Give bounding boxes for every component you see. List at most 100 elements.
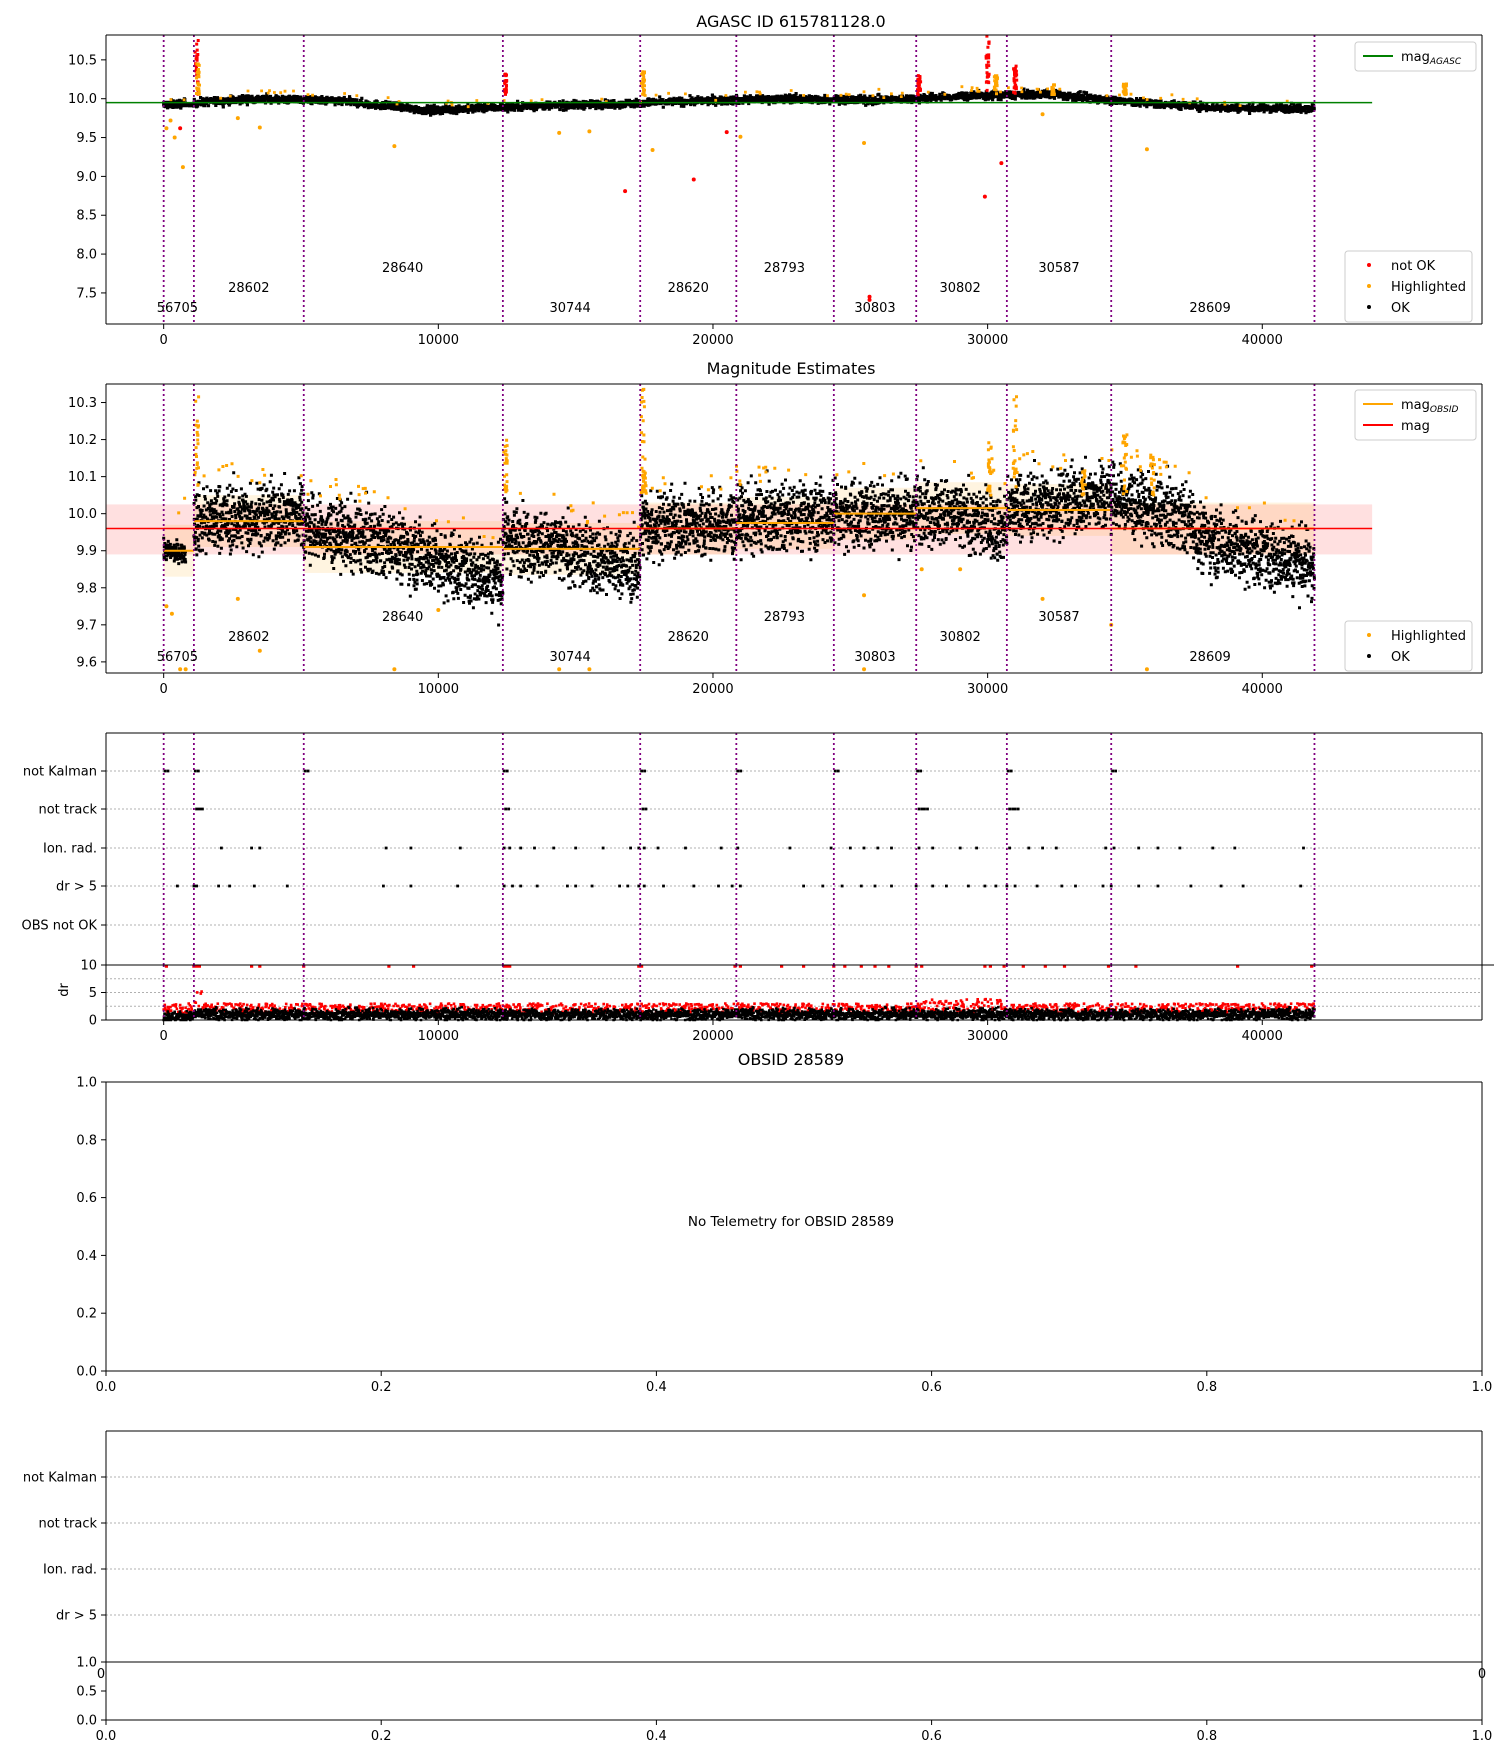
obsid-label: 30802	[939, 281, 980, 296]
spike-points	[1121, 433, 1129, 496]
x-tick-label: 10000	[418, 1029, 459, 1044]
outlier-point	[164, 126, 169, 131]
obsid-label: 56705	[157, 650, 198, 665]
flag-row-label: not track	[38, 803, 97, 818]
dr-panel: 0 10000 20000 30000 40000 0 5 10 dr	[57, 959, 1494, 1044]
outlier-point	[257, 648, 262, 653]
obsid-28589-title: OBSID 28589	[738, 1050, 844, 1069]
x-tick-label: 1.0	[1472, 1729, 1493, 1744]
y-tick-label: 0.5	[76, 1685, 97, 1700]
agasc-magnitude-panel: AGASC ID 615781128.0 0 10000 20000 30000 400…	[68, 12, 1483, 348]
x-tick-label: 30000	[967, 682, 1008, 697]
dr-ok-points	[162, 1005, 1316, 1022]
x-tick-label: 0.8	[1196, 1380, 1217, 1395]
y-tick-label: 8.5	[76, 209, 97, 224]
hidden-tick-left: 0	[97, 1667, 105, 1682]
spike-points	[502, 72, 509, 96]
outlier-point	[691, 177, 696, 182]
outlier-point	[557, 667, 562, 672]
y-tick-label: 9.6	[76, 655, 97, 670]
outlier-point	[257, 125, 262, 130]
y-tick-label: 9.0	[76, 170, 97, 185]
obsid-label: 28609	[1189, 650, 1230, 665]
obsid-label: 30803	[854, 650, 895, 665]
x-tick-label: 10000	[418, 682, 459, 697]
y-tick-label: 1.0	[76, 1076, 97, 1091]
flag-row-label: not Kalman	[23, 1471, 97, 1486]
obsid-28589-axes: 0.0 0.2 0.4 0.6 0.8 1.0 0.0 0.2 0.4 0.6 0.8 1.0	[76, 1076, 1492, 1396]
x-tick-label: 0.2	[371, 1729, 392, 1744]
spike-points	[1011, 395, 1019, 489]
x-tick-label: 10000	[418, 333, 459, 348]
highlighted-points-band	[177, 448, 1296, 540]
x-tick-label: 0	[160, 1029, 168, 1044]
spike-points	[1080, 469, 1087, 497]
y-tick-label: 8.0	[76, 248, 97, 263]
y-tick-label: 10.1	[68, 470, 97, 485]
spike-points	[193, 395, 201, 487]
y-tick-label: 7.5	[76, 286, 97, 301]
dr-ylabel: dr	[57, 983, 72, 997]
flag-row-label: Ion. rad.	[43, 1563, 97, 1578]
y-tick-label: 0.0	[76, 1365, 97, 1380]
legend-label: Highlighted	[1391, 629, 1466, 644]
spike-points	[1121, 82, 1128, 97]
x-tick-label: 1.0	[1472, 1380, 1493, 1395]
x-tick-label: 40000	[1242, 682, 1283, 697]
y-tick-label: 9.7	[76, 618, 97, 633]
legend-label: Highlighted	[1391, 280, 1466, 295]
obsid-label: 28620	[668, 281, 709, 296]
outlier-point	[180, 165, 185, 170]
agasc-title: AGASC ID 615781128.0	[696, 12, 885, 31]
no-telemetry-message: No Telemetry for OBSID 28589	[688, 1214, 894, 1230]
spike-points	[641, 469, 648, 495]
outlier-point	[724, 130, 729, 135]
obsid-28589-dr-axes: 0.0 0.2 0.4 0.6 0.8 1.0 0.0 0.5 1.0	[76, 1656, 1492, 1745]
legend-box	[1354, 41, 1477, 72]
obsid-28589-dr-panel: 0.0 0.2 0.4 0.6 0.8 1.0 0.0 0.5 1.0	[76, 1656, 1492, 1745]
outlier-point	[164, 604, 169, 609]
legend-marker-swatch	[1367, 633, 1371, 637]
outlier-point	[999, 161, 1004, 166]
x-tick-label: 20000	[692, 333, 733, 348]
legend-marker-swatch	[1367, 263, 1371, 267]
y-tick-label: 5	[89, 986, 97, 1001]
spike-points	[639, 70, 646, 97]
outlier-point	[1144, 667, 1149, 672]
outlier-point	[587, 129, 592, 134]
obsid-label: 56705	[157, 301, 198, 316]
spike-points	[639, 387, 647, 494]
outlier-point	[862, 667, 867, 672]
obsid-label: 28602	[228, 281, 269, 296]
outlier-point	[919, 567, 924, 572]
flags-axes: not Kalman not track Ion. rad. dr > 5 OBS no…	[22, 732, 1483, 965]
legend-label: OK	[1391, 650, 1410, 665]
spike-points	[195, 62, 201, 96]
flag-row-label: not Kalman	[23, 765, 97, 780]
spike-points	[916, 74, 923, 97]
obsid-label: 30802	[939, 630, 980, 645]
y-tick-label: 10.5	[68, 53, 97, 68]
agasc-data-points	[106, 34, 1373, 324]
flag-row-label: dr > 5	[56, 880, 97, 895]
x-tick-label: 0.4	[646, 1729, 667, 1744]
x-tick-label: 0	[160, 333, 168, 348]
y-tick-label: 10.3	[68, 396, 97, 411]
legend-label: not OK	[1391, 259, 1436, 274]
outlier-point	[1144, 147, 1149, 152]
spike-points	[1012, 64, 1019, 95]
y-tick-label: 0.0	[76, 1714, 97, 1729]
obsid-label: 28793	[764, 610, 805, 625]
legend-label-subscript: AGASC	[1429, 57, 1462, 67]
x-tick-label: 0.8	[1196, 1729, 1217, 1744]
obsid-label: 30587	[1038, 610, 1079, 625]
obsid-label: 28640	[382, 261, 423, 276]
obsid-label: 30744	[549, 301, 590, 316]
x-tick-label: 0	[160, 682, 168, 697]
outlier-point	[867, 294, 872, 299]
flag-row-label: OBS not OK	[22, 919, 98, 934]
y-tick-label: 10.0	[68, 507, 97, 522]
obsid-label: 28602	[228, 630, 269, 645]
y-tick-label: 10.2	[68, 433, 97, 448]
